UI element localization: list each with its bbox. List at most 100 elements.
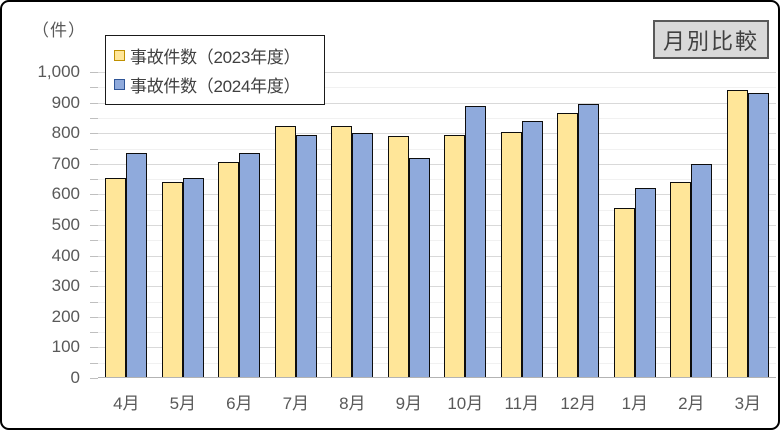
y-axis-tick-label: 0 [70,368,80,387]
y-axis-tick-label: 600 [51,184,80,204]
y-axis-tick [90,270,98,272]
legend-item-2024: 事故件数（2024年度） [114,72,324,97]
y-axis-tick [90,179,98,181]
bar-2023-6月 [218,162,240,378]
x-axis-category-label: 3月 [734,394,762,413]
gridline-major [98,133,776,135]
y-axis-tick [90,87,98,89]
y-axis-tick [90,240,98,242]
bar-2023-11月 [500,131,522,378]
legend-label: 事故件数（2024年度） [130,77,301,97]
legend-marker-icon [114,79,125,91]
gridline-minor [98,332,776,334]
gridline-major [98,347,776,349]
y-axis-tick [90,194,98,196]
bar-2024-12月 [578,104,600,378]
bar-2024-2月 [691,163,713,378]
gridline-minor [98,362,776,364]
y-axis-tick [90,225,98,226]
gridline-minor [98,301,776,303]
y-axis-tick [90,209,98,211]
gridline-minor [98,209,776,211]
legend-label: 事故件数（2023年度） [130,47,301,67]
x-axis-category-label: 8月 [339,394,366,413]
gridline-major [98,72,776,73]
chart-title-badge: 月別比較 [653,20,769,59]
x-axis-category-label: 1月 [621,394,649,413]
y-axis-unit-label: （件） [32,21,86,40]
y-axis-tick-label: 100 [51,337,80,357]
y-axis-tick [90,72,98,73]
gridline-minor [98,117,776,119]
bar-2024-6月 [239,153,261,378]
y-axis-tick [90,286,98,288]
gridline-major [98,163,776,165]
y-axis-tick [90,117,98,119]
x-axis-category-label: 6月 [226,394,253,413]
y-axis-tick [90,102,98,104]
y-axis-tick-label: 1,000 [37,62,80,81]
y-axis-tick [90,255,98,257]
bar-2024-7月 [295,134,317,378]
bar-2023-10月 [444,134,466,378]
y-axis-tick-label: 400 [51,245,80,265]
x-axis-category-label: 10月 [447,394,484,413]
bar-2023-7月 [274,125,296,378]
gridline-major [98,316,776,318]
y-axis-tick [90,378,98,379]
x-axis-category-label: 9月 [395,394,423,413]
gridline-minor [98,179,776,181]
bar-2024-11月 [521,121,543,378]
bar-2024-1月 [634,188,656,378]
x-axis-category-label: 7月 [282,394,310,413]
y-axis-tick [90,362,98,364]
gridline-major [98,102,776,104]
y-axis-tick [90,163,98,165]
y-axis-tick-label: 800 [51,123,80,143]
bar-2023-9月 [387,136,409,378]
bar-2024-5月 [182,177,204,378]
gridline-major [98,194,776,196]
bar-2024-10月 [465,105,487,378]
gridline-major [98,286,776,288]
y-axis-tick [90,148,98,150]
gridline-minor [98,148,776,150]
y-axis-tick [90,347,98,349]
y-axis-tick [90,301,98,303]
y-axis-tick-label: 700 [51,153,80,173]
bar-2023-5月 [161,182,183,378]
legend-item-2023: 事故件数（2023年度） [114,43,324,68]
x-axis-category-label: 12月 [560,394,597,413]
x-axis-category-label: 2月 [678,394,705,413]
legend-marker-icon [114,49,125,61]
bar-2023-12月 [557,113,579,378]
gridline-minor [98,240,776,242]
bar-2023-4月 [105,177,127,378]
bar-2023-2月 [670,182,692,378]
y-axis-tick-label: 200 [51,306,80,326]
y-axis-tick [90,332,98,334]
bar-2023-8月 [331,125,353,378]
bar-2024-3月 [747,93,769,378]
bar-2024-4月 [126,153,148,378]
bar-2023-1月 [613,208,635,378]
x-axis-line [98,377,776,378]
gridline-minor [98,87,776,89]
y-axis-tick-label: 900 [51,92,80,112]
gridline-minor [98,270,776,272]
bar-2024-8月 [352,133,374,378]
y-axis-tick-label: 500 [51,215,80,234]
x-axis-category-label: 4月 [113,394,140,413]
legend: 事故件数（2023年度） 事故件数（2024年度） [105,35,325,105]
bar-2023-3月 [726,90,748,378]
y-axis-tick [90,133,98,135]
bar-2024-9月 [408,157,430,378]
x-axis-category-label: 11月 [504,394,540,413]
y-axis-tick [90,316,98,318]
